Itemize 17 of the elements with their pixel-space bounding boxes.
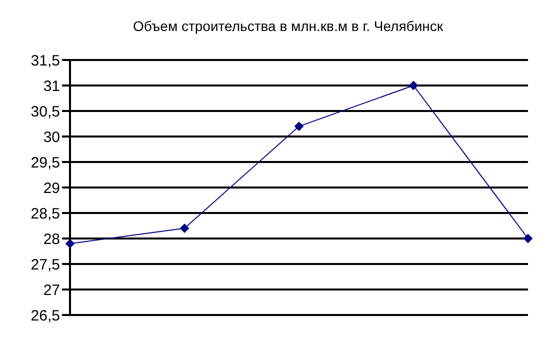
- y-tick-label: 29: [43, 180, 60, 197]
- y-tick-label: 28: [43, 230, 60, 248]
- point: [294, 122, 304, 131]
- y-tick-label: 30: [43, 128, 60, 146]
- y-tick-label: 29,5: [30, 154, 60, 172]
- y-tick-label: 30,5: [30, 103, 60, 120]
- y-tick-label: 27: [43, 282, 60, 299]
- y-tick-label: 31: [43, 78, 60, 95]
- point: [524, 234, 532, 243]
- point: [409, 81, 418, 90]
- y-tick-label: 26,5: [30, 307, 60, 324]
- point: [66, 239, 74, 248]
- y-tick-label: 28,5: [30, 205, 60, 222]
- y-tick-label: 31,5: [30, 52, 60, 70]
- y-tick-label: 27,5: [30, 256, 60, 274]
- chart-title: Объем строительства в млн.кв.м в г. Челябинск: [132, 18, 444, 34]
- point: [180, 224, 189, 233]
